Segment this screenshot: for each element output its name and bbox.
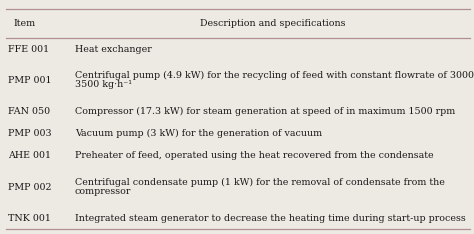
Text: FFE 001: FFE 001 (8, 45, 49, 54)
Text: Heat exchanger: Heat exchanger (75, 45, 152, 54)
Text: compressor: compressor (75, 187, 131, 196)
Text: Centrifugal pump (4.9 kW) for the recycling of feed with constant flowrate of 30: Centrifugal pump (4.9 kW) for the recycl… (75, 71, 474, 80)
Text: Vacuum pump (3 kW) for the generation of vacuum: Vacuum pump (3 kW) for the generation of… (75, 129, 322, 138)
Text: Preheater of feed, operated using the heat recovered from the condensate: Preheater of feed, operated using the he… (75, 151, 434, 161)
Text: Integrated steam generator to decrease the heating time during start-up process: Integrated steam generator to decrease t… (75, 214, 465, 223)
Text: AHE 001: AHE 001 (8, 151, 51, 161)
Text: Description and specifications: Description and specifications (200, 19, 345, 28)
Text: PMP 001: PMP 001 (8, 76, 52, 85)
Text: PMP 002: PMP 002 (8, 183, 52, 192)
Text: TNK 001: TNK 001 (8, 214, 51, 223)
Text: 3500 kg·h⁻¹: 3500 kg·h⁻¹ (75, 80, 132, 89)
Text: PMP 003: PMP 003 (8, 129, 52, 138)
Text: Centrifugal condensate pump (1 kW) for the removal of condensate from the: Centrifugal condensate pump (1 kW) for t… (75, 178, 445, 187)
Text: Compressor (17.3 kW) for steam generation at speed of in maximum 1500 rpm: Compressor (17.3 kW) for steam generatio… (75, 107, 455, 116)
Text: FAN 050: FAN 050 (8, 107, 50, 116)
Text: Item: Item (14, 19, 36, 28)
